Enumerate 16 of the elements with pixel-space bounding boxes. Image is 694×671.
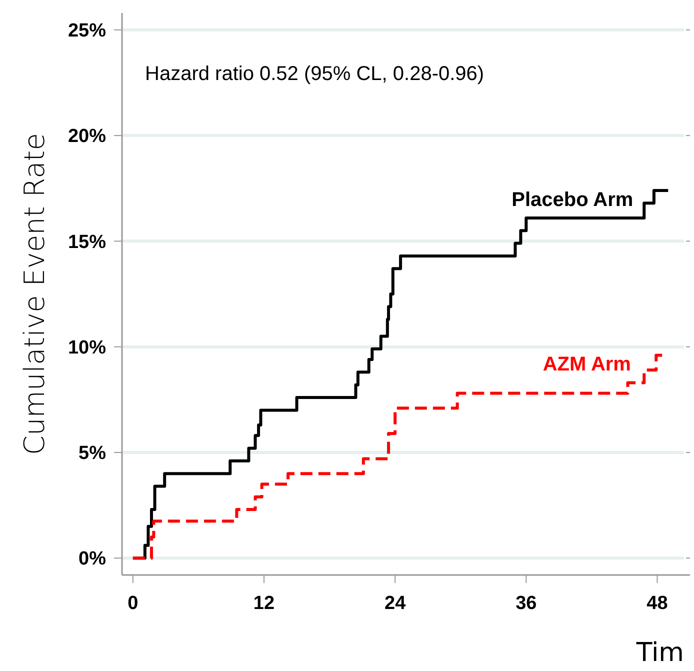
y-tick-label: 10%	[68, 337, 106, 358]
series-label: Placebo Arm	[512, 188, 634, 211]
series-label: AZM Arm	[542, 354, 631, 376]
y-tick-label: 15%	[68, 232, 106, 253]
x-tick-label: 48	[646, 593, 668, 614]
y-axis-title: Cumulative Event Rate	[18, 132, 51, 456]
y-tick-label: 0%	[78, 548, 106, 570]
x-axis-title: Tim	[635, 638, 684, 668]
y-tick-label: 25%	[68, 20, 106, 42]
y-tick-label: 20%	[68, 126, 106, 148]
x-tick-label: 24	[384, 593, 406, 614]
y-tick-label: 5%	[78, 443, 106, 464]
x-tick-label: 0	[128, 593, 138, 614]
x-tick-label: 12	[253, 593, 275, 614]
annotation: Hazard ratio 0.52 (95% CL, 0.28-0.96)	[145, 63, 484, 85]
x-tick-label: 36	[516, 593, 537, 614]
